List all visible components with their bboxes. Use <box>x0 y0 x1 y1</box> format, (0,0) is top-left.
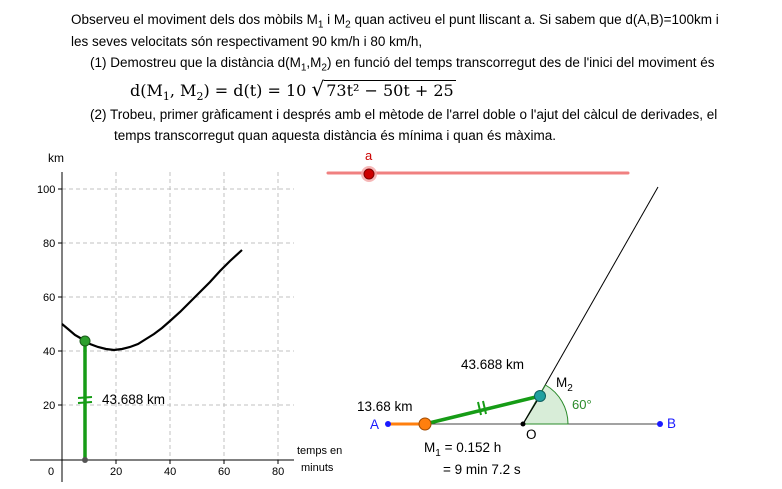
x-axis-unit-line-1: temps en <box>297 445 342 457</box>
x-tick-60: 60 <box>218 466 230 478</box>
y-tick-80: 80 <box>43 238 55 250</box>
statement-line-2: les seves velocitats són respectivament … <box>71 34 423 49</box>
segment-m1-m2 <box>424 394 541 426</box>
mobile-m2[interactable] <box>534 390 546 402</box>
point-o-label: O <box>526 427 537 442</box>
statement-line-1: Observeu el moviment dels dos mòbils M1 … <box>71 12 719 31</box>
slider-knob[interactable] <box>363 168 375 180</box>
x-tick-0: 0 <box>48 466 54 478</box>
segment-tick-1 <box>477 401 482 416</box>
angle-sector <box>522 384 569 425</box>
distance-curve <box>61 249 243 352</box>
axis-point <box>82 457 88 463</box>
marker-tick-1 <box>77 396 93 399</box>
slider-label: a <box>365 148 373 163</box>
point-o <box>520 421 526 427</box>
point-b[interactable] <box>657 421 663 427</box>
construction-distance-label: 43.688 km <box>461 357 524 372</box>
segment-tick-2 <box>482 400 487 415</box>
x-tick-80: 80 <box>272 466 284 478</box>
am1-distance-label: 13.68 km <box>357 399 413 414</box>
y-tick-40: 40 <box>43 346 55 358</box>
y-tick-100: 100 <box>37 184 55 196</box>
part-2-line-1: (2) Trobeu, primer gràficament i després… <box>90 107 718 122</box>
point-a-label: A <box>370 417 379 432</box>
part-1-text: (1) Demostreu que la distància d(M1,M2) … <box>90 55 715 74</box>
x-tick-40: 40 <box>164 466 176 478</box>
curve-point[interactable] <box>79 335 91 347</box>
y-axis-unit: km <box>48 151 64 165</box>
sqrt-sign: √ <box>311 77 325 101</box>
part-2-line-2: temps transcorregut quan aquesta distànc… <box>114 128 556 143</box>
angle-label: 60° <box>572 397 592 412</box>
graph-grid <box>62 172 294 460</box>
m2-label: M2 <box>556 375 573 394</box>
x-axis-unit-line-2: minuts <box>301 462 334 474</box>
y-tick-60: 60 <box>43 292 55 304</box>
m1-time-hours: M1 = 0.152 h <box>424 440 501 459</box>
distance-formula: d(M1, M2) = d(t) = 10 √ 73t² − 50t + 25 <box>130 77 456 104</box>
point-b-label: B <box>667 416 676 431</box>
marker-tick-2 <box>77 401 93 404</box>
formula-radicand: 73t² − 50t + 25 <box>324 80 456 100</box>
y-tick-20: 20 <box>43 400 55 412</box>
x-tick-20: 20 <box>110 466 122 478</box>
mobile-m1[interactable] <box>418 417 432 431</box>
graph-marker-label: 43.688 km <box>102 392 165 407</box>
point-a[interactable] <box>385 421 391 427</box>
m1-time-minutes: = 9 min 7.2 s <box>443 462 521 477</box>
